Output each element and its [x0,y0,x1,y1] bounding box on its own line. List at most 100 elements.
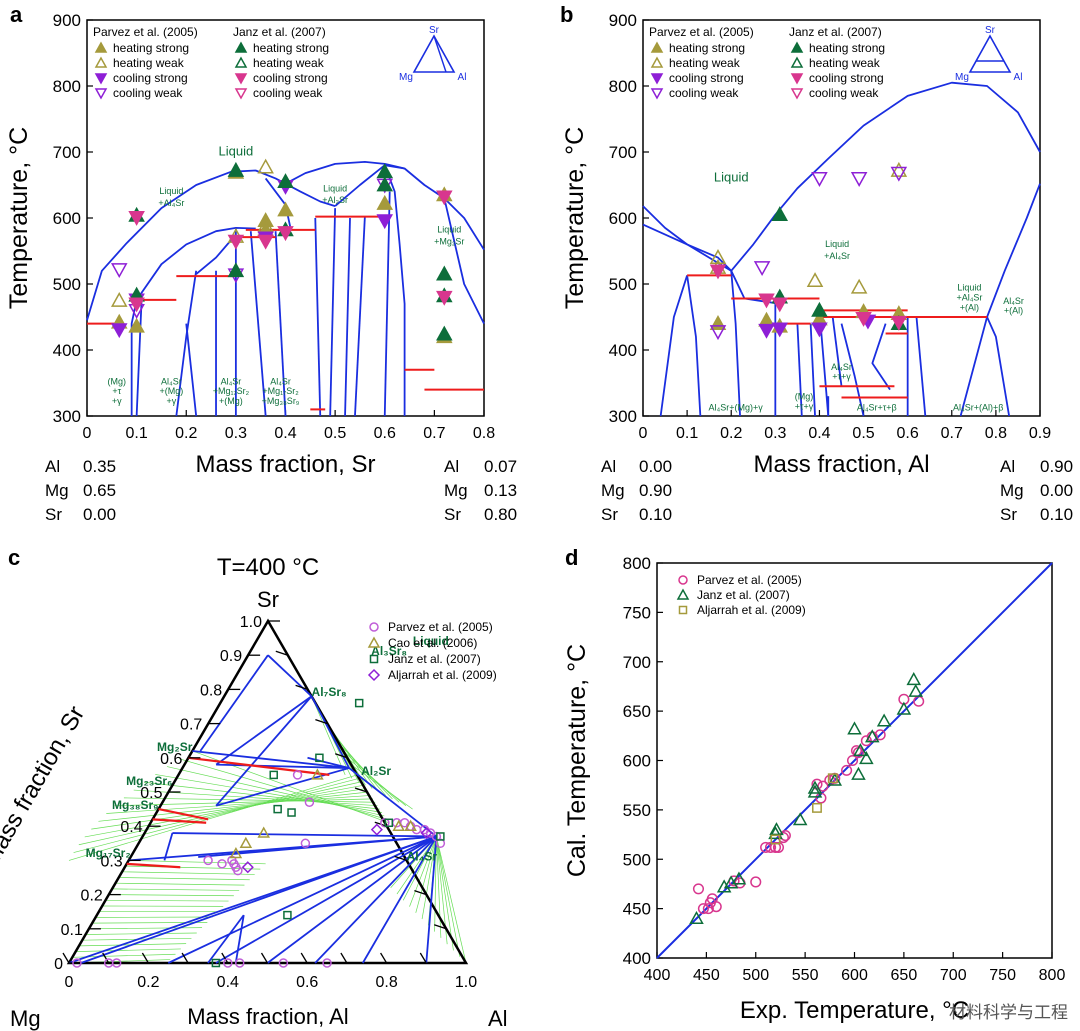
phase-boundary-a [443,197,485,325]
data-point-d [859,750,874,765]
data-point-d [908,683,923,697]
data-point-d [750,876,762,888]
data-point-a [277,226,294,242]
region-label-b: Al₄Sr+(Al)+β [953,403,1003,413]
x-tick-label-d: 500 [742,967,769,984]
data-point-d [874,729,886,741]
phase-boundary-b [986,316,1011,417]
data-point-b [758,323,775,339]
legend-marker-d [676,588,690,600]
data-point-c [239,836,253,849]
data-point-d [807,784,823,798]
data-point-c [234,958,245,968]
legend-label-c: Janz et al. (2007) [388,652,481,666]
y-tick-label-a: 700 [53,143,81,162]
x-tick-label-b: 0.3 [764,425,786,442]
composition-triangle-a [412,34,456,73]
phase-boundary-a [285,160,405,185]
data-point-d [876,713,892,727]
data-point-d [913,695,925,707]
data-point-b [850,278,868,294]
al-tick-label-c: 0.6 [296,974,318,991]
y-axis-label-b: Temperature, °C [561,127,589,309]
region-label-b: +Al₄Sr [956,293,982,303]
sr-tick-label-c: 0.9 [220,648,242,665]
data-point-c [111,958,122,968]
legend-label-b: heating strong [809,41,885,55]
data-point-b [771,206,789,222]
phase-boundary-a [175,270,198,417]
triangle-label-b: Al [1014,72,1023,83]
data-point-d [716,879,732,893]
phase-label-c: Mg₂₃Sr₆ [126,774,172,788]
data-point-c [278,958,289,968]
legend-marker-b [650,41,664,53]
x-tick-label-a: 0.3 [225,425,247,442]
tie-line-c [331,730,380,793]
data-point-a [128,317,145,333]
data-point-b [771,322,789,338]
sr-tick-label-c: 0.7 [180,717,202,734]
data-point-b [758,293,775,309]
tie-line-c [73,777,360,853]
phase-boundary-b [642,81,1041,272]
data-point-d [692,883,705,895]
composition-value-left-b: 0.00 [639,457,672,476]
data-point-d [851,766,866,780]
data-point-b [771,297,789,313]
data-point-b [753,261,771,277]
al-tick-c [181,952,189,964]
legend-marker-b [650,56,664,68]
region-label-b: +(Al) [1004,306,1023,316]
y-tick-label-b: 400 [609,341,637,360]
data-point-a [110,323,128,339]
region-label-a: Liquid [219,143,254,158]
data-point-a [110,263,128,279]
composition-element-left-a: Sr [45,505,62,524]
data-point-c [231,862,241,872]
phase-label-c: Al₂Sr [361,764,391,778]
x-tick-label-b: 0 [639,425,648,442]
phase-boundary-b [796,323,803,417]
x-tick-label-b: 0.9 [1029,425,1051,442]
data-point-c [322,958,332,968]
tie-line-c [434,836,437,932]
tie-line-c [98,791,369,822]
tie-line-c [115,882,245,886]
y-tick-label-b: 500 [609,275,637,294]
composition-element-left-a: Mg [45,481,69,500]
data-point-c [229,847,243,859]
phase-tie-c [199,654,269,752]
data-point-b [855,311,872,327]
composition-element-left-b: Mg [601,481,625,500]
tie-line-c [128,860,266,865]
y-tick-label-d: 650 [623,702,651,721]
phase-tie-c [216,763,350,769]
x-tick-label-a: 0.4 [274,425,296,442]
data-point-a [277,173,294,189]
y-tick-label-a: 900 [53,11,81,30]
tie-line-c [118,877,250,881]
composition-value-right-a: 0.13 [484,481,517,500]
tie-line-c [114,798,373,807]
x-tick-label-d: 650 [891,967,918,984]
legend-marker-a [234,56,248,68]
phase-boundary-a [274,231,287,417]
phase-boundary-b [959,316,988,417]
al-tick-c [419,952,427,964]
data-point-d [853,743,868,757]
y-tick-label-a: 300 [53,407,81,426]
phase-tie-c [307,756,350,769]
data-point-d [841,764,853,776]
tie-line-c [346,757,407,806]
data-point-c [315,753,324,763]
tie-line-c [125,865,261,870]
phase-label-c: Liquid [413,634,449,648]
data-point-a [257,158,274,174]
tie-line-c [78,781,362,846]
legend-header-a: Parvez et al. (2005) [93,25,198,39]
legend-label-a: cooling strong [113,71,188,85]
data-point-a [128,210,145,226]
data-point-c [420,826,433,840]
